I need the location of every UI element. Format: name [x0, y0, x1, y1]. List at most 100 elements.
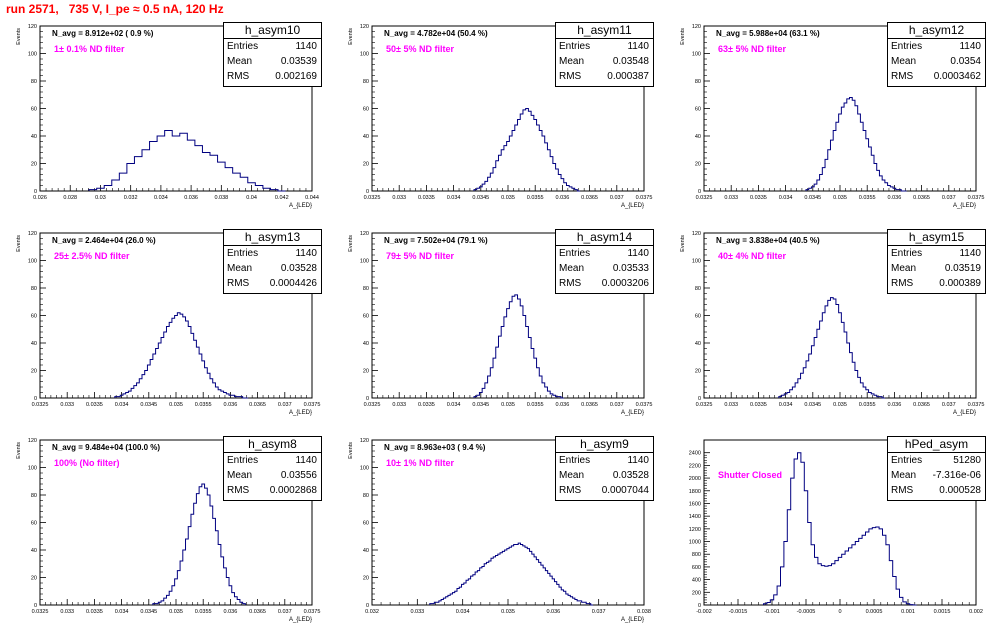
- stats-row-entries: Entries 1140: [556, 39, 653, 54]
- y-axis-label: Events: [348, 442, 354, 459]
- stats-value: 1140: [295, 455, 317, 466]
- filter-annotation: 40± 4% ND filter: [718, 251, 786, 261]
- page-title: run 2571, 735 V, I_pe ≈ 0.5 nA, 120 Hz: [6, 2, 224, 16]
- filter-annotation: 1± 0.1% ND filter: [54, 44, 125, 54]
- stats-row-mean: Mean 0.03528: [224, 261, 321, 276]
- stats-box: h_asym11 Entries 1140 Mean 0.03548 RMS 0.00038…: [555, 22, 654, 87]
- stats-box-title: h_asym14: [556, 230, 653, 246]
- x-tick-label: 0.034: [456, 609, 470, 615]
- stats-box-title: h_asym9: [556, 437, 653, 453]
- x-axis-label: A_{LED}: [621, 203, 644, 209]
- n-avg-annotation: N_avg = 8.963e+03 ( 9.4 %): [384, 443, 486, 452]
- stats-value: 0.03548: [612, 56, 649, 67]
- filter-annotation: 79± 5% ND filter: [386, 251, 454, 261]
- x-tick-label: 0.0005: [866, 609, 883, 615]
- x-tick-label: 0.0365: [913, 195, 930, 201]
- stats-row-mean: Mean -7.316e-06: [888, 468, 985, 483]
- x-tick-label: 0.0365: [581, 195, 598, 201]
- stats-label: Mean: [559, 470, 585, 481]
- y-tick-label: 60: [363, 107, 369, 113]
- stats-row-mean: Mean 0.03519: [888, 261, 985, 276]
- stats-label: Mean: [891, 56, 917, 67]
- stats-row-rms: RMS 0.0002868: [224, 483, 321, 498]
- stats-label: Mean: [559, 56, 585, 67]
- x-tick-label: 0.0335: [418, 195, 435, 201]
- y-tick-label: 40: [695, 341, 701, 347]
- stats-row-entries: Entries 1140: [224, 246, 321, 261]
- x-tick-label: 0.0335: [86, 609, 103, 615]
- stats-label: Entries: [227, 455, 259, 466]
- stats-row-entries: Entries 1140: [224, 453, 321, 468]
- stats-row-entries: Entries 1140: [556, 453, 653, 468]
- x-tick-label: 0.038: [214, 195, 228, 201]
- y-tick-label: 60: [31, 314, 37, 320]
- y-tick-label: 1600: [689, 501, 701, 507]
- y-tick-label: 120: [360, 231, 369, 237]
- stats-row-mean: Mean 0.03539: [224, 54, 321, 69]
- x-tick-label: 0.0325: [364, 195, 381, 201]
- x-tick-label: 0.0325: [364, 402, 381, 408]
- histogram-series: [763, 452, 917, 606]
- y-tick-label: 60: [695, 314, 701, 320]
- x-axis-label: A_{LED}: [953, 203, 976, 209]
- stats-label: Entries: [559, 455, 591, 466]
- x-tick-label: 0.036: [546, 609, 560, 615]
- x-tick-label: 0.04: [246, 195, 257, 201]
- n-avg-annotation: N_avg = 8.912e+02 ( 0.9 %): [52, 29, 154, 38]
- stats-value: 0.0354: [950, 56, 981, 67]
- stats-value: 0.000389: [939, 278, 981, 289]
- x-tick-label: 0.0375: [968, 195, 985, 201]
- stats-label: RMS: [559, 278, 582, 289]
- histogram-series: [88, 130, 286, 192]
- histogram-plot: 0 200 400 600 800 1000 1200 1400 1600 1800 2000 220…: [689, 439, 983, 615]
- stats-label: Entries: [891, 455, 923, 466]
- x-tick-label: 0.042: [275, 195, 289, 201]
- y-tick-label: 80: [31, 286, 37, 292]
- y-tick-label: 40: [363, 548, 369, 554]
- x-tick-label: 0.033: [724, 195, 738, 201]
- y-tick-label: 80: [31, 493, 37, 499]
- stats-value: 0.0003462: [933, 71, 981, 82]
- x-tick-label: 0.0325: [696, 195, 713, 201]
- stats-row-entries: Entries 1140: [888, 246, 985, 261]
- x-tick-label: 0.0335: [86, 402, 103, 408]
- stats-value: 0.0002868: [269, 485, 317, 496]
- y-tick-label: 20: [31, 576, 37, 582]
- x-tick-label: 0.0345: [804, 402, 821, 408]
- stats-value: -7.316e-06: [932, 470, 981, 481]
- stats-row-rms: RMS 0.000389: [888, 276, 985, 291]
- x-tick-label: 0.037: [610, 402, 624, 408]
- histogram-panel-h_asym13: 0 20 40 60 80 100 120 0.0325 0.033 0.0335 0.034 0.0…: [0, 215, 332, 422]
- y-tick-label: 120: [692, 24, 701, 30]
- stats-value: 0.03528: [280, 263, 317, 274]
- y-tick-label: 0: [366, 189, 369, 195]
- x-tick-label: 0.035: [833, 402, 847, 408]
- stats-box-title: h_asym11: [556, 23, 653, 39]
- y-tick-label: 40: [31, 134, 37, 140]
- histogram-plot: 0 20 40 60 80 100 120 0.0325 0.033 0.0335 0.034 0.0…: [680, 24, 985, 209]
- x-tick-label: 0.028: [63, 195, 77, 201]
- y-tick-label: 80: [31, 79, 37, 85]
- x-tick-label: 0.0325: [696, 402, 713, 408]
- histogram-plot: 0 20 40 60 80 100 120 0.0325 0.033 0.0335 0.034 0.0…: [16, 231, 320, 416]
- y-tick-label: 0: [698, 396, 701, 402]
- x-tick-label: 0.026: [33, 195, 47, 201]
- x-tick-label: 0.037: [610, 195, 624, 201]
- y-tick-label: 60: [31, 521, 37, 527]
- stats-label: Mean: [891, 470, 917, 481]
- stats-box: hPed_asym Entries 51280 Mean -7.316e-06 RMS 0.…: [887, 436, 986, 501]
- x-tick-label: 0.035: [833, 195, 847, 201]
- n-avg-annotation: N_avg = 2.464e+04 (26.0 %): [52, 236, 156, 245]
- x-tick-label: 0.037: [278, 609, 292, 615]
- x-tick-label: 0.0375: [636, 195, 653, 201]
- stats-value: 1140: [295, 41, 317, 52]
- x-tick-label: 0.035: [169, 402, 183, 408]
- x-tick-label: 0.0355: [859, 195, 876, 201]
- stats-label: Mean: [227, 56, 253, 67]
- stats-row-entries: Entries 1140: [224, 39, 321, 54]
- x-tick-label: 0.0355: [859, 402, 876, 408]
- filter-annotation: Shutter Closed: [718, 470, 783, 480]
- x-tick-label: -0.001: [764, 609, 780, 615]
- x-tick-label: 0.036: [224, 402, 238, 408]
- y-tick-label: 80: [363, 493, 369, 499]
